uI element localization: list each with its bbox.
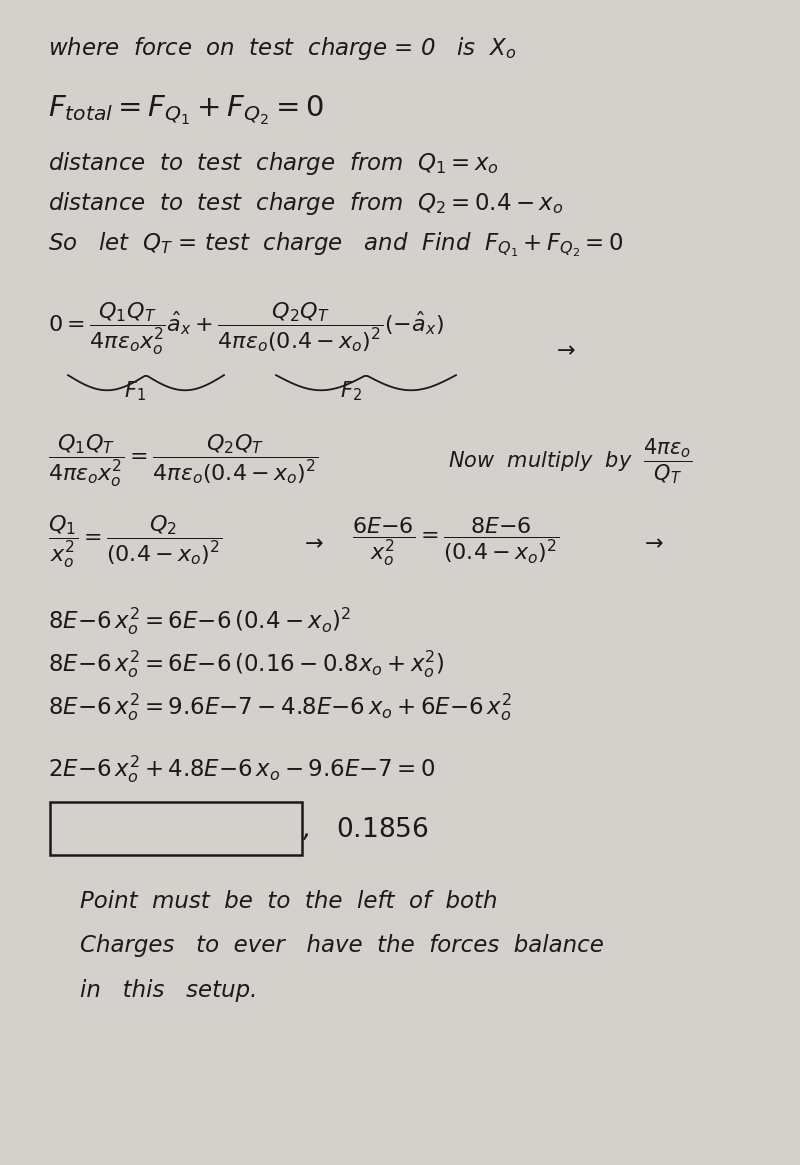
Text: $\rightarrow$: $\rightarrow$ — [300, 531, 324, 552]
Text: $8E{-}6\, x_o^2 = 9.6E{-}7 - 4.8E{-}6\,x_o + 6E{-}6\,x_o^2$: $8E{-}6\, x_o^2 = 9.6E{-}7 - 4.8E{-}6\,x… — [48, 691, 512, 723]
Text: in   this   setup.: in this setup. — [80, 979, 258, 1002]
Text: distance  to  test  charge  from  $Q_1 = x_o$: distance to test charge from $Q_1 = x_o$ — [48, 149, 499, 177]
Text: Now  multiply  by  $\dfrac{4\pi\varepsilon_o}{Q_T}$: Now multiply by $\dfrac{4\pi\varepsilon_… — [448, 437, 692, 486]
Text: $\dfrac{6E{-}6}{x_o^2} = \dfrac{8E{-}6}{(0.4-x_o)^2}$: $\dfrac{6E{-}6}{x_o^2} = \dfrac{8E{-}6}{… — [352, 515, 559, 569]
Text: Charges   to  ever   have  the  forces  balance: Charges to ever have the forces balance — [80, 934, 604, 958]
FancyBboxPatch shape — [50, 802, 302, 855]
Text: $\dfrac{Q_1}{x_o^2} = \dfrac{Q_2}{(0.4-x_o)^2}$: $\dfrac{Q_1}{x_o^2} = \dfrac{Q_2}{(0.4-x… — [48, 514, 222, 570]
Text: $2E{-}6\, x_o^2 + 4.8E{-}6\,x_o - 9.6E{-}7 = 0$: $2E{-}6\, x_o^2 + 4.8E{-}6\,x_o - 9.6E{-… — [48, 753, 435, 785]
Text: distance  to  test  charge  from  $Q_2 = 0.4 - x_o$: distance to test charge from $Q_2 = 0.4 … — [48, 190, 563, 218]
Text: $0= \dfrac{Q_1 Q_T}{4\pi\varepsilon_o x_o^2}\hat{a}_x + \dfrac{Q_2 Q_T}{4\pi\var: $0= \dfrac{Q_1 Q_T}{4\pi\varepsilon_o x_… — [48, 301, 444, 356]
Text: Point  must  be  to  the  left  of  both: Point must be to the left of both — [80, 890, 498, 913]
Text: $8E{-}6\, x_o^2 = 6E{-}6\,(0.4 - x_o)^2$: $8E{-}6\, x_o^2 = 6E{-}6\,(0.4 - x_o)^2$ — [48, 605, 351, 637]
Text: where  force  on  test  charge = 0   is  $X_o$: where force on test charge = 0 is $X_o$ — [48, 35, 516, 63]
Text: $F_2$: $F_2$ — [340, 380, 362, 403]
Text: $\rightarrow$: $\rightarrow$ — [552, 339, 576, 360]
Text: $8E{-}6\, x_o^2 = 6E{-}6\,(0.16 - 0.8x_o + x_o^2)$: $8E{-}6\, x_o^2 = 6E{-}6\,(0.16 - 0.8x_o… — [48, 648, 445, 680]
Text: $\rightarrow$: $\rightarrow$ — [640, 531, 664, 552]
Text: So   let  $Q_T$ = test  charge   and  Find  $F_{Q_1}+F_{Q_2}=0$: So let $Q_T$ = test charge and Find $F_{… — [48, 231, 623, 259]
Text: $F_1$: $F_1$ — [124, 380, 146, 403]
Text: $\dfrac{Q_1 Q_T}{4\pi\varepsilon_o x_o^2} = \dfrac{Q_2 Q_T}{4\pi\varepsilon_o(0.: $\dfrac{Q_1 Q_T}{4\pi\varepsilon_o x_o^2… — [48, 433, 318, 489]
Text: $x_o = -2.5856$   ,   $0.1856$: $x_o = -2.5856$ , $0.1856$ — [92, 816, 429, 843]
Text: $F_{total} = F_{Q_1} + F_{Q_2} = 0$: $F_{total} = F_{Q_1} + F_{Q_2} = 0$ — [48, 94, 325, 127]
